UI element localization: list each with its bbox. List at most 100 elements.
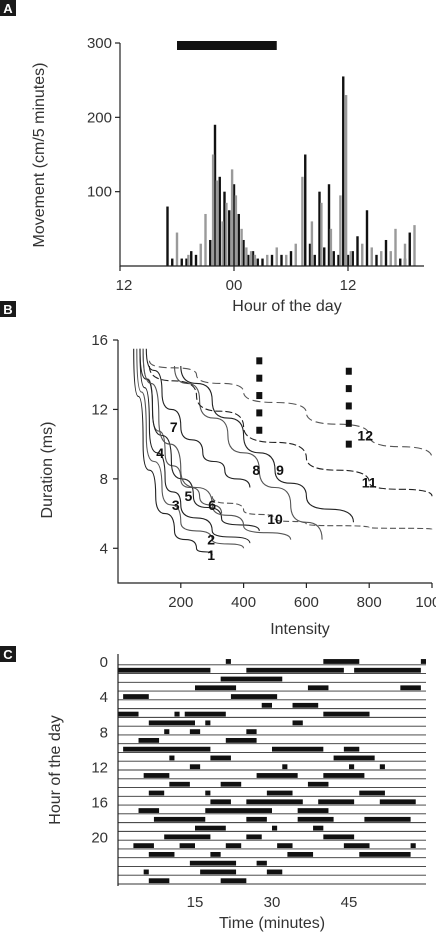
raster-activity-bar	[246, 799, 303, 805]
panel-b-ytick-label: 16	[91, 332, 108, 349]
raster-activity-bar	[143, 773, 170, 778]
raster-activity-bar	[118, 667, 211, 673]
panel-a-bar	[370, 247, 373, 266]
panel-a-bar	[332, 251, 335, 266]
raster-activity-bar	[148, 878, 170, 884]
marker-square	[345, 402, 352, 410]
raster-activity-bar	[246, 816, 267, 822]
panel-a-bar	[175, 232, 179, 266]
panel-c-letter: C	[3, 647, 13, 662]
panel-a-bar	[389, 251, 392, 266]
panel-a-bar	[342, 76, 345, 266]
curve-label-3: 3	[172, 497, 180, 513]
panel-a-bar	[337, 254, 340, 266]
curve-9	[180, 365, 355, 523]
raster-activity-bar	[318, 799, 355, 805]
panel-a-bar	[304, 154, 307, 266]
panel-a-bar	[365, 210, 369, 266]
panel-a-bar	[256, 258, 259, 266]
panel-c-ytick-label: 8	[100, 724, 108, 741]
panel-a-bar	[221, 221, 224, 266]
raster-activity-bar	[246, 729, 257, 735]
curve-1	[133, 348, 213, 556]
raster-activity-bar	[205, 790, 211, 796]
panel-b-ytick-label: 8	[100, 471, 108, 488]
panel-a-bar	[253, 254, 257, 266]
panel-c-xtick-label: 15	[187, 894, 204, 911]
panel-b-letter-box	[0, 301, 16, 317]
raster-activity-bar	[205, 720, 211, 726]
panel-c-xtick-label: 30	[264, 894, 281, 911]
panel-b-ytick-label: 12	[91, 401, 108, 418]
curve-label-11: 11	[362, 474, 377, 490]
panel-a-bar	[380, 251, 383, 266]
panel-a-ytick-label: 200	[87, 109, 112, 126]
raster-activity-bar	[210, 799, 231, 805]
panel-b-xtick-label: 400	[231, 594, 256, 611]
curve-label-1: 1	[207, 547, 215, 563]
raster-activity-bar	[195, 825, 226, 831]
raster-activity-bar	[246, 834, 262, 840]
marker-square	[345, 440, 352, 448]
raster-activity-bar	[118, 711, 139, 717]
raster-activity-bar	[354, 667, 421, 673]
panel-a-dark-period	[177, 41, 277, 50]
panel-a-bar	[270, 254, 274, 266]
panel-a-bar	[213, 124, 217, 267]
panel-b-xtick-label: 800	[357, 594, 382, 611]
panel-b-xtick-label: 200	[168, 594, 193, 611]
panel-a-bar	[280, 254, 283, 266]
panel-a-bar	[275, 247, 278, 266]
raster-activity-bar	[272, 825, 278, 831]
panel-a-bar	[361, 243, 364, 266]
raster-activity-bar	[297, 808, 329, 813]
panel-a-bar	[249, 251, 253, 266]
panel-a-bar	[209, 239, 212, 266]
raster-activity-bar	[359, 790, 385, 796]
panel-b-xlabel: Intensity	[270, 621, 330, 638]
panel-a-bar	[344, 95, 348, 267]
panel-a-bar	[180, 258, 183, 266]
marker-square	[256, 426, 263, 434]
raster-activity-bar	[410, 843, 416, 849]
raster-activity-bar	[143, 869, 149, 875]
panel-c: C Hour of the day Time (minutes) 0 4 8 12 16…	[0, 646, 426, 932]
panel-a-bar	[247, 254, 250, 266]
curve-label-7: 7	[170, 419, 178, 435]
panel-a-axes	[119, 43, 424, 267]
panel-a-bar	[285, 254, 288, 266]
panel-a-bar	[408, 232, 411, 266]
panel-c-ticks: 0 4 8 12 16 20 15 30 45	[91, 654, 357, 911]
raster-activity-bar	[123, 694, 149, 699]
curve-5	[139, 348, 260, 531]
raster-activity-bar	[230, 694, 278, 699]
raster-activity-bar	[138, 737, 160, 743]
panel-a-bar	[413, 225, 416, 266]
panel-c-xlabel: Time (minutes)	[219, 915, 325, 932]
raster-activity-bar	[343, 843, 370, 849]
panel-a-bar	[225, 202, 228, 266]
curve-7	[145, 348, 251, 488]
marker-square	[345, 385, 352, 393]
panel-c-raster	[118, 659, 426, 885]
raster-activity-bar	[323, 659, 360, 664]
panel-a-bar	[323, 247, 326, 266]
panel-a-bar	[294, 243, 297, 266]
raster-activity-bar	[189, 729, 201, 735]
marker-square	[345, 419, 352, 427]
panel-a-bar	[261, 258, 264, 266]
panel-a-bar	[327, 184, 331, 266]
panel-b-ylabel: Duration (ms)	[39, 422, 56, 519]
panel-a-bar	[234, 195, 238, 266]
panel-a-bar	[166, 206, 169, 266]
panel-a-bar	[266, 254, 269, 266]
marker-square	[256, 374, 263, 382]
curve-11	[148, 365, 433, 497]
dark-period-bar	[177, 41, 277, 50]
panel-a-xtick-label: 12	[116, 277, 133, 294]
raster-activity-bar	[189, 764, 201, 770]
panel-a-bar	[237, 213, 240, 266]
raster-activity-bar	[189, 860, 237, 866]
curve-3	[139, 348, 251, 544]
raster-activity-bar	[297, 816, 334, 822]
